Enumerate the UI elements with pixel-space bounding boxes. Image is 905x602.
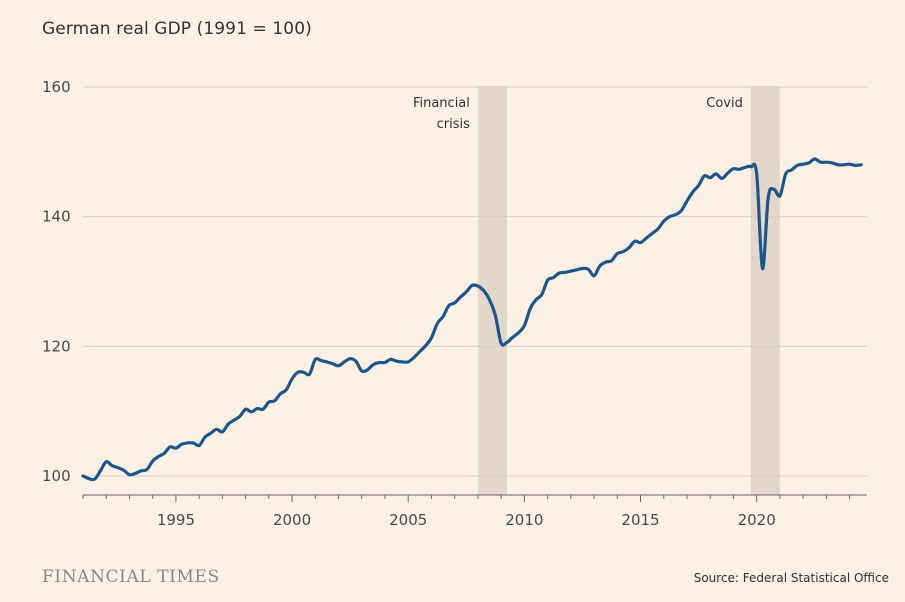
y-tick-label-100: 100 <box>42 467 71 485</box>
ft-logo: FINANCIAL TIMES <box>42 567 220 587</box>
y-tick-label-160: 160 <box>42 78 71 96</box>
source-note: Source: Federal Statistical Office <box>693 571 889 585</box>
x-tick-label-2010: 2010 <box>505 511 543 529</box>
band-label-1-line-2: crisis <box>437 117 470 132</box>
band-label-1-line-1: Financial <box>413 96 470 111</box>
x-axis: 1995 2000 2005 2010 2015 2020 <box>82 494 867 529</box>
chart-title: German real GDP (1991 = 100) <box>42 19 312 39</box>
x-tick-label-2015: 2015 <box>621 511 659 529</box>
gdp-series <box>81 157 863 482</box>
band-label-2-line-1: Covid <box>706 96 743 111</box>
x-tick-label-2000: 2000 <box>273 511 311 529</box>
gridlines <box>83 86 867 477</box>
gdp-series-line <box>81 157 863 482</box>
x-tick-label-2020: 2020 <box>738 511 776 529</box>
x-tick-label-1995: 1995 <box>157 511 195 529</box>
y-tick-label-120: 120 <box>42 337 71 355</box>
y-axis-tick-labels: 100 120 140 160 <box>42 78 71 485</box>
x-tick-label-2005: 2005 <box>389 511 427 529</box>
shaded-band-2 <box>750 86 780 495</box>
y-tick-label-140: 140 <box>42 208 71 226</box>
